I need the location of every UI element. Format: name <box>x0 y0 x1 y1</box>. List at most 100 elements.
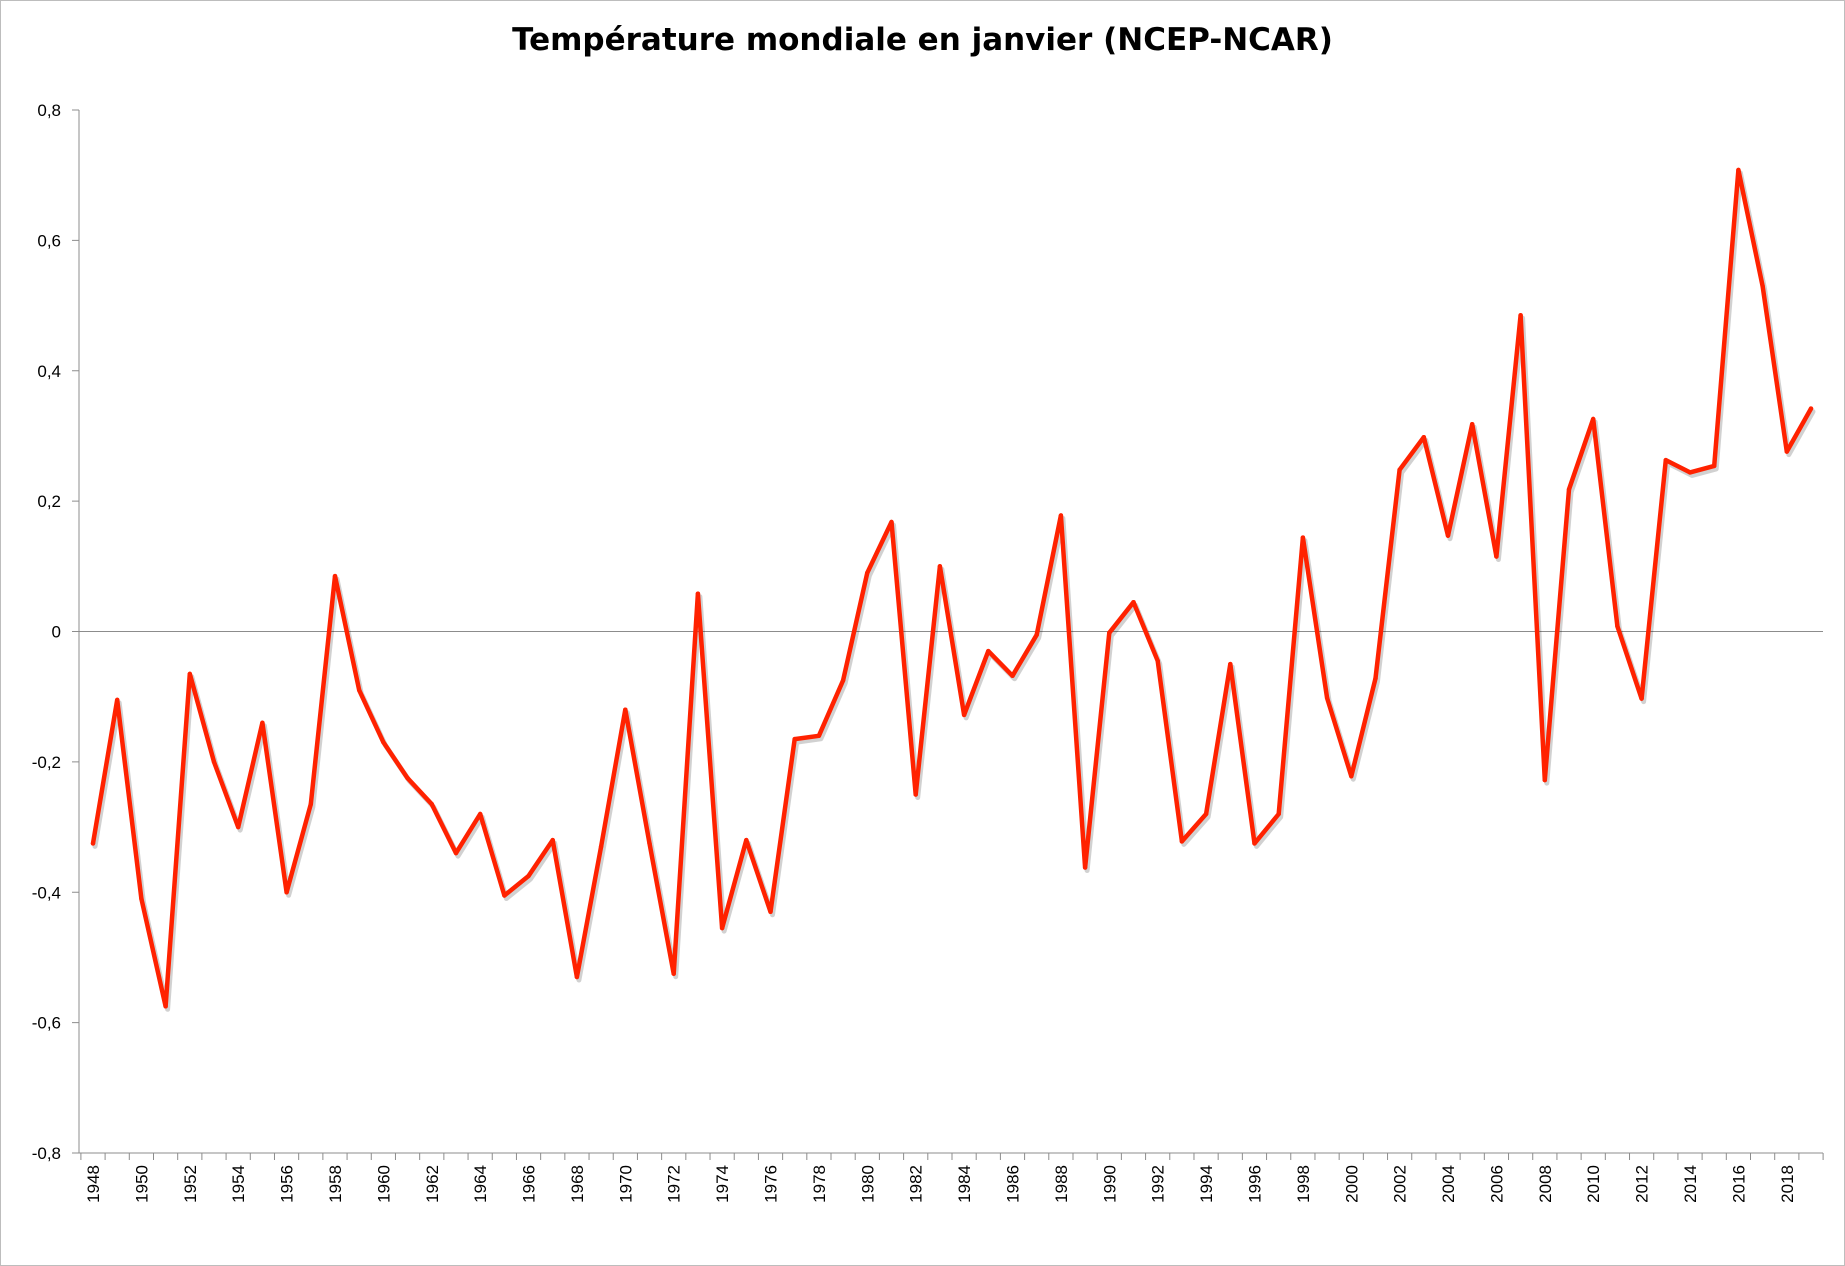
x-axis-labels: 1948 1950 1952 1954 1956 1958 1960 1962 1964 1966… <box>84 1165 1797 1203</box>
x-tick-label: 1976 <box>762 1165 781 1203</box>
data-point <box>115 697 120 703</box>
x-tick-label: 1974 <box>713 1165 732 1203</box>
x-tick-label: 1996 <box>1245 1165 1264 1203</box>
data-point <box>986 648 991 654</box>
data-point <box>1470 422 1475 427</box>
y-tick-label: -0,4 <box>32 883 61 902</box>
data-point <box>405 776 410 781</box>
x-tick-label: 2010 <box>1584 1165 1603 1203</box>
x-tick-label: 1982 <box>907 1165 926 1203</box>
data-point <box>260 720 265 725</box>
x-tick-label: 1962 <box>423 1165 442 1203</box>
data-point <box>865 570 870 575</box>
data-point <box>526 873 531 879</box>
data-point <box>1518 313 1523 318</box>
data-point <box>1179 839 1185 844</box>
data-point <box>1252 841 1257 846</box>
data-point <box>1155 658 1160 663</box>
x-tick-label: 1984 <box>955 1165 974 1203</box>
data-point <box>1349 774 1354 779</box>
x-tick-label: 1954 <box>229 1165 248 1203</box>
data-point <box>816 733 822 738</box>
data-point <box>1687 470 1693 475</box>
data-point <box>90 841 96 846</box>
data-point <box>1663 457 1669 463</box>
data-point <box>478 811 483 817</box>
data-point <box>1808 406 1814 411</box>
x-tick-label: 1972 <box>665 1165 684 1203</box>
data-point <box>1300 535 1306 540</box>
x-tick-label: 1964 <box>471 1165 490 1203</box>
x-tick-label: 1992 <box>1149 1165 1168 1203</box>
data-point <box>1082 865 1088 870</box>
x-tick-label: 1988 <box>1052 1165 1071 1203</box>
series-line <box>90 167 1814 1009</box>
data-point <box>1203 811 1209 817</box>
data-point <box>937 564 943 569</box>
data-point <box>913 792 918 797</box>
x-tick-label: 1978 <box>810 1165 829 1203</box>
data-point <box>1542 777 1548 783</box>
x-tick-label: 1960 <box>374 1165 393 1203</box>
x-tick-label: 1994 <box>1197 1165 1216 1203</box>
y-tick-label: -0,8 <box>32 1144 61 1163</box>
data-point <box>1131 600 1136 605</box>
x-tick-label: 1990 <box>1100 1165 1119 1203</box>
y-tick-label: 0,6 <box>37 231 61 250</box>
data-point <box>1736 167 1741 173</box>
data-point <box>744 837 749 843</box>
x-tick-label: 2006 <box>1487 1165 1506 1203</box>
x-tick-label: 1966 <box>520 1165 539 1203</box>
data-point <box>1373 676 1378 681</box>
data-point <box>236 824 241 830</box>
x-tick-label: 2018 <box>1778 1165 1797 1203</box>
x-tick-label: 2014 <box>1681 1165 1700 1203</box>
data-point <box>1591 416 1596 422</box>
y-tick-label: -0,2 <box>32 753 61 772</box>
data-point <box>308 802 313 807</box>
data-point <box>1276 811 1281 817</box>
x-tick-label: 2004 <box>1439 1165 1458 1203</box>
data-point <box>1615 624 1620 629</box>
x-tick-label: 1968 <box>568 1165 587 1203</box>
data-point <box>1494 554 1499 559</box>
chart-title: Température mondiale en janvier (NCEP-NC… <box>512 22 1333 58</box>
data-point <box>598 844 604 849</box>
x-tick-label: 1956 <box>278 1165 297 1203</box>
x-tick-label: 1952 <box>181 1165 200 1203</box>
data-point <box>187 671 192 677</box>
data-point <box>381 740 386 745</box>
data-point <box>1228 661 1233 667</box>
data-point <box>1034 632 1039 637</box>
x-tick-label: 2012 <box>1633 1165 1652 1203</box>
y-tick-label: 0,8 <box>37 101 61 120</box>
data-point <box>840 678 846 683</box>
data-point <box>453 850 459 856</box>
data-point <box>1421 435 1427 440</box>
data-point <box>1639 696 1644 701</box>
data-point <box>1010 673 1015 678</box>
data-point <box>695 591 701 596</box>
x-tick-label: 1998 <box>1294 1165 1313 1203</box>
data-point <box>1784 449 1790 454</box>
data-point <box>574 974 580 980</box>
data-point <box>357 688 362 693</box>
data-point <box>1566 487 1572 492</box>
data-point <box>889 519 894 525</box>
data-point <box>792 736 797 742</box>
series-shadow <box>92 170 1816 1012</box>
data-point <box>332 573 338 579</box>
x-tick-label: 1986 <box>1003 1165 1022 1203</box>
x-tick-label: 2000 <box>1342 1165 1361 1203</box>
x-tick-label: 1970 <box>616 1165 635 1203</box>
data-point <box>1445 533 1451 538</box>
data-point <box>1760 283 1765 289</box>
data-point <box>284 890 289 895</box>
data-point <box>1397 467 1402 472</box>
x-tick-label: 2016 <box>1729 1165 1748 1203</box>
data-point <box>647 841 652 846</box>
x-tick-label: 1980 <box>858 1165 877 1203</box>
y-tick-label: 0,2 <box>37 492 61 511</box>
data-point <box>163 1004 168 1009</box>
